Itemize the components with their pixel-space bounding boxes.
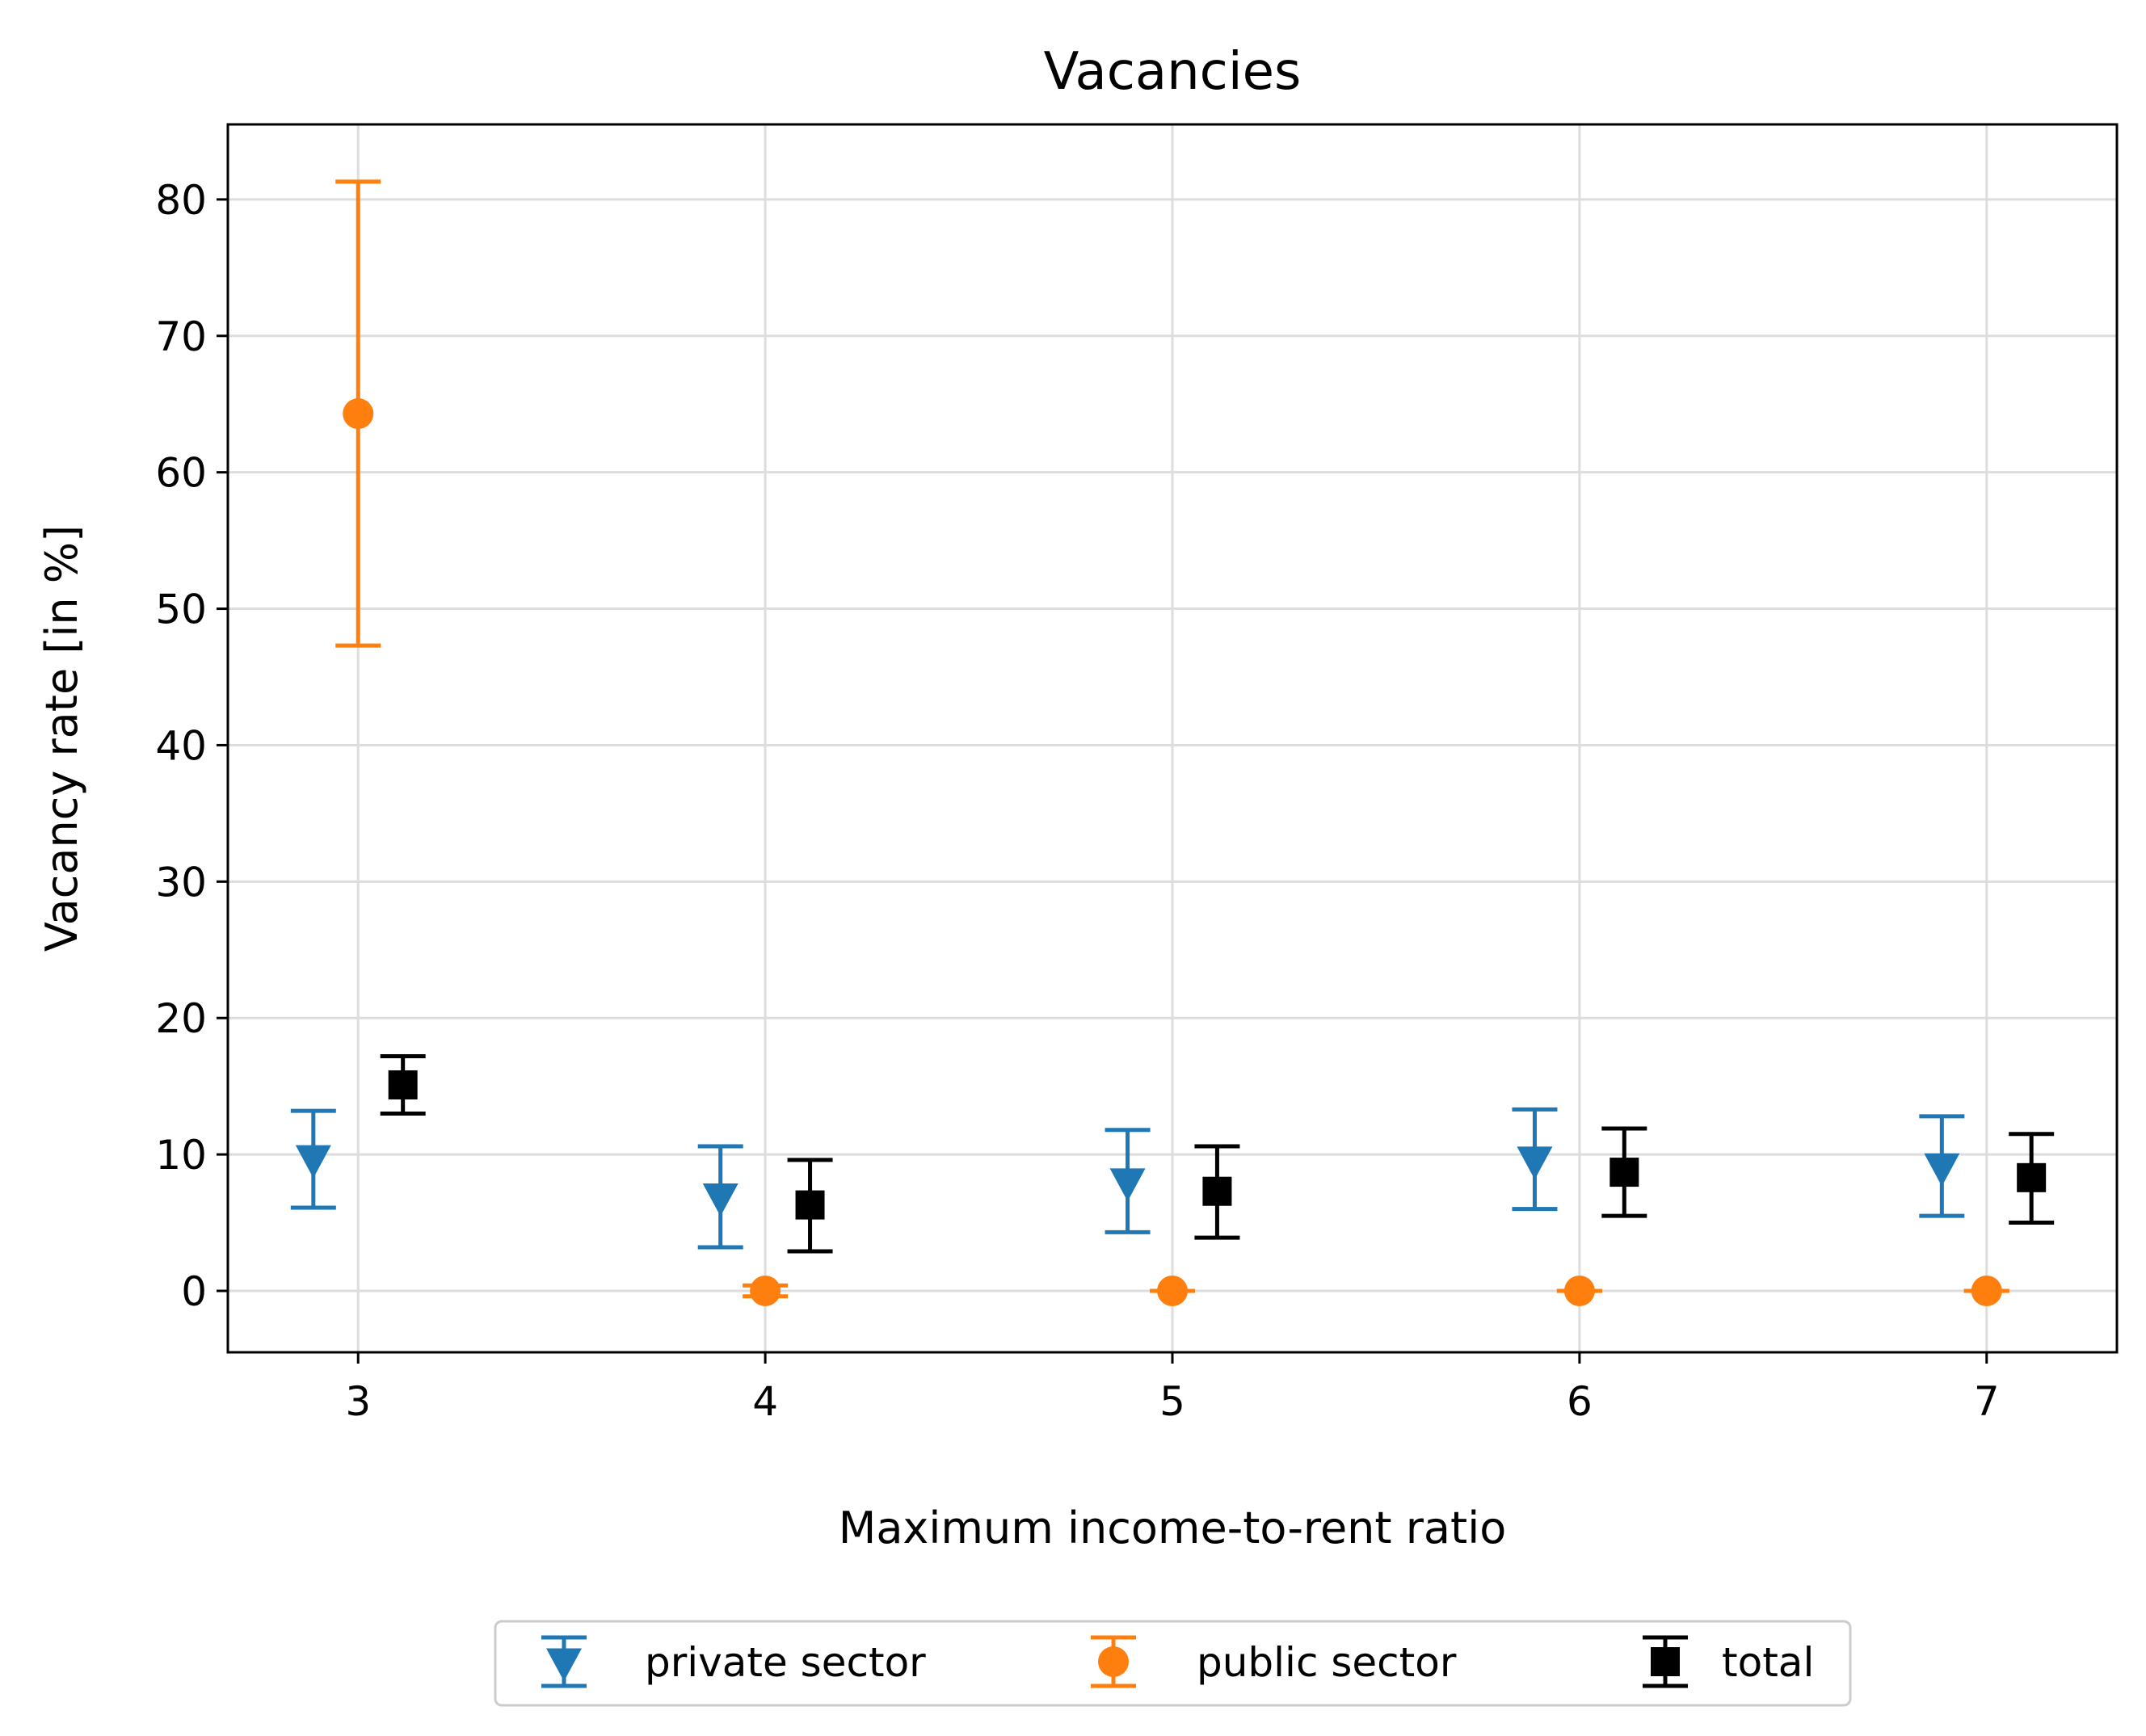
data-point bbox=[388, 1070, 418, 1099]
y-tick-label: 40 bbox=[155, 722, 207, 769]
y-tick-label: 10 bbox=[155, 1132, 207, 1179]
legend-marker bbox=[546, 1648, 582, 1682]
data-point bbox=[295, 1145, 331, 1179]
data-point bbox=[1563, 1276, 1595, 1306]
series-public-sector bbox=[335, 179, 2009, 1306]
data-point bbox=[1109, 1168, 1146, 1202]
data-series bbox=[290, 179, 2055, 1306]
legend-label: private sector bbox=[645, 1639, 926, 1686]
chart-title: Vacancies bbox=[1044, 42, 1302, 102]
legend-item-public-sector: public sector bbox=[1091, 1635, 1457, 1688]
x-tick-label: 7 bbox=[1974, 1378, 2000, 1425]
y-tick-label: 60 bbox=[155, 450, 207, 497]
data-point bbox=[343, 398, 374, 430]
y-tick-label: 0 bbox=[181, 1268, 207, 1315]
data-point bbox=[1157, 1276, 1188, 1306]
series-private-sector bbox=[290, 1107, 1965, 1250]
y-tick-label: 30 bbox=[155, 859, 207, 906]
y-tick-label: 50 bbox=[155, 586, 207, 633]
legend-frame bbox=[494, 1620, 1852, 1707]
data-point bbox=[1971, 1276, 2002, 1306]
data-point bbox=[1610, 1158, 1639, 1187]
data-point bbox=[1924, 1153, 1960, 1187]
legend-label: public sector bbox=[1197, 1639, 1457, 1686]
legend-marker bbox=[1651, 1647, 1680, 1676]
x-tick-label: 6 bbox=[1567, 1378, 1593, 1425]
y-tick-label: 20 bbox=[155, 995, 207, 1042]
legend-marker bbox=[1098, 1646, 1129, 1677]
data-point bbox=[750, 1276, 781, 1306]
y-axis-label: Vacancy rate [in %] bbox=[36, 525, 87, 952]
legend-label: total bbox=[1722, 1639, 1814, 1686]
legend-item-private-sector: private sector bbox=[541, 1635, 926, 1688]
y-tick-label: 70 bbox=[155, 313, 207, 360]
legend-item-total: total bbox=[1643, 1635, 1814, 1688]
x-tick-label: 4 bbox=[752, 1378, 778, 1425]
data-point bbox=[702, 1183, 738, 1217]
data-point bbox=[2017, 1162, 2047, 1192]
legend: private sector public sector total bbox=[494, 1620, 1852, 1707]
data-point bbox=[795, 1190, 825, 1220]
data-point bbox=[1202, 1176, 1232, 1206]
data-point bbox=[1517, 1146, 1553, 1180]
x-tick-label: 5 bbox=[1159, 1378, 1185, 1425]
x-axis-label: Maximum income-to-rent ratio bbox=[839, 1503, 1507, 1553]
series-total bbox=[380, 1054, 2055, 1254]
x-tick-label: 3 bbox=[345, 1378, 371, 1425]
y-tick-label: 80 bbox=[155, 177, 207, 224]
